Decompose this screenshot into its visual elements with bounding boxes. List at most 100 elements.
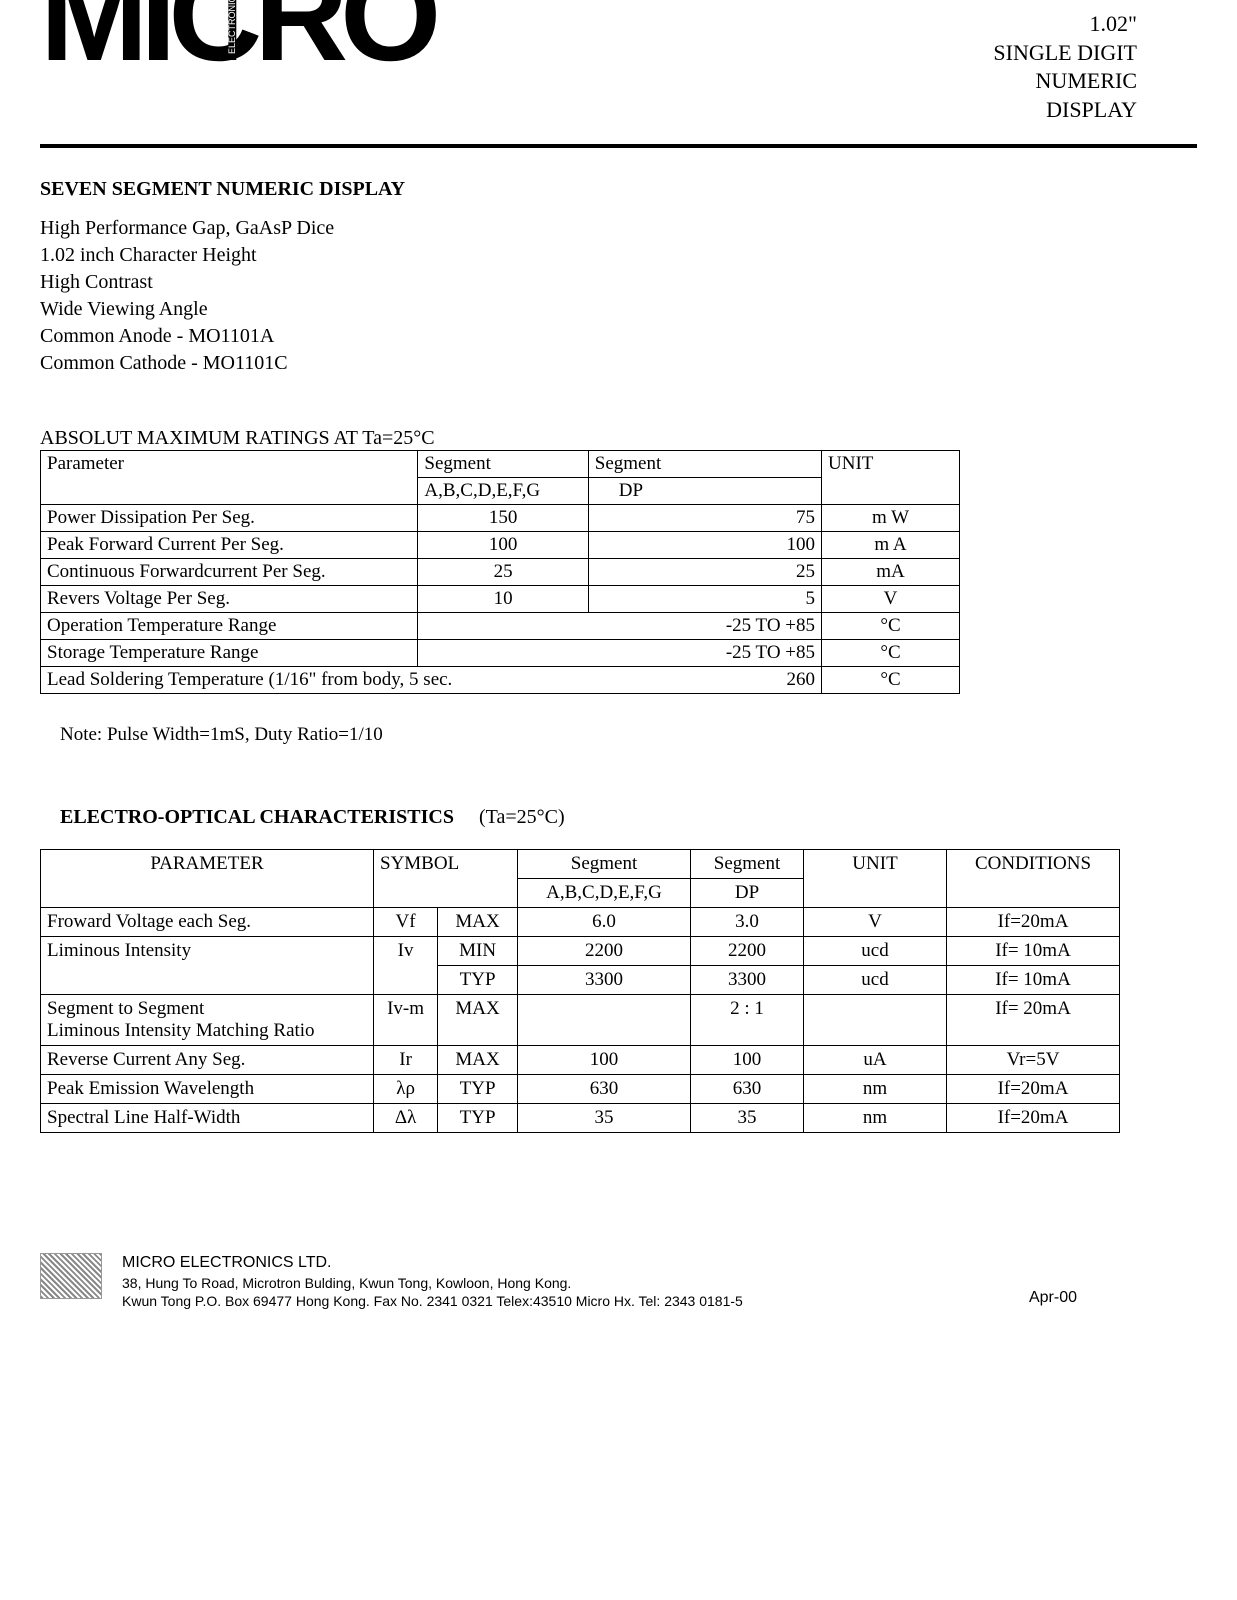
footer-text: MICRO ELECTRONICS LTD. 38, Hung To Road,… [122, 1253, 743, 1310]
cell: °C [822, 640, 960, 667]
cell: Δλ [374, 1104, 438, 1133]
table-row: Storage Temperature Range -25 TO +85 °C [41, 640, 960, 667]
table-row: Froward Voltage each Seg. Vf MAX 6.0 3.0… [41, 908, 1120, 937]
cell: Ir [374, 1046, 438, 1075]
feature-line: 1.02 inch Character Height [40, 242, 1197, 269]
footer-logo-icon [40, 1253, 102, 1299]
footer-date: Apr-00 [1029, 1289, 1077, 1307]
table-row: Peak Forward Current Per Seg. 100 100 m … [41, 532, 960, 559]
col-symbol: SYMBOL [374, 850, 518, 908]
cell: 6.0 [518, 908, 691, 937]
cell: 10 [418, 586, 588, 613]
header-line: 1.02" [993, 10, 1137, 39]
cell: 260 [588, 667, 821, 694]
features-list: High Performance Gap, GaAsP Dice 1.02 in… [40, 215, 1197, 377]
feature-line: Common Anode - MO1101A [40, 323, 1197, 350]
cell: 3300 [691, 966, 804, 995]
cell: 2200 [518, 937, 691, 966]
cell: Peak Emission Wavelength [41, 1075, 374, 1104]
cell: λρ [374, 1075, 438, 1104]
cell: °C [822, 667, 960, 694]
feature-line: Common Cathode - MO1101C [40, 350, 1197, 377]
cell: 630 [691, 1075, 804, 1104]
cell: Vf [374, 908, 438, 937]
cell: ucd [804, 966, 947, 995]
cell: If=20mA [947, 1075, 1120, 1104]
cell: Peak Forward Current Per Seg. [41, 532, 418, 559]
table-row: Reverse Current Any Seg. Ir MAX 100 100 … [41, 1046, 1120, 1075]
header-line: NUMERIC [993, 67, 1137, 96]
cell: If= 20mA [947, 995, 1120, 1046]
col-dp: Segment [588, 451, 821, 478]
datasheet-page: MICRO ELECTRONIC 1.02" SINGLE DIGIT NUME… [0, 0, 1237, 1351]
cell: V [804, 908, 947, 937]
cell: Operation Temperature Range [41, 613, 418, 640]
col-unit: UNIT [804, 850, 947, 908]
header-line: DISPLAY [993, 96, 1137, 125]
cell: Revers Voltage Per Seg. [41, 586, 418, 613]
cell: Froward Voltage each Seg. [41, 908, 374, 937]
cell: Vr=5V [947, 1046, 1120, 1075]
cell: Iv-m [374, 995, 438, 1046]
cell: If= 10mA [947, 966, 1120, 995]
cell: TYP [438, 1075, 518, 1104]
feature-line: High Performance Gap, GaAsP Dice [40, 215, 1197, 242]
cell: 630 [518, 1075, 691, 1104]
col-dp: Segment [691, 850, 804, 879]
cell: Liminous Intensity [41, 937, 374, 995]
feature-line: High Contrast [40, 269, 1197, 296]
col-seg: Segment [518, 850, 691, 879]
cell: 100 [588, 532, 821, 559]
cell: 5 [588, 586, 821, 613]
cell: Power Dissipation Per Seg. [41, 505, 418, 532]
cell: 2 : 1 [691, 995, 804, 1046]
eo-table: PARAMETER SYMBOL Segment Segment UNIT CO… [40, 849, 1120, 1133]
ratings-note: Note: Pulse Width=1mS, Duty Ratio=1/10 [60, 724, 1197, 746]
cell: 100 [418, 532, 588, 559]
table-row: Revers Voltage Per Seg. 10 5 V [41, 586, 960, 613]
cell: If=20mA [947, 1104, 1120, 1133]
footer: MICRO ELECTRONICS LTD. 38, Hung To Road,… [40, 1253, 1197, 1310]
cell: Reverse Current Any Seg. [41, 1046, 374, 1075]
cell: TYP [438, 1104, 518, 1133]
ratings-table: Parameter Segment Segment UNIT A,B,C,D,E… [40, 450, 960, 694]
cell: MAX [438, 995, 518, 1046]
cell: nm [804, 1104, 947, 1133]
col-param: PARAMETER [41, 850, 374, 908]
eo-title-text: ELECTRO-OPTICAL CHARACTERISTICS [60, 806, 454, 828]
table-row: Power Dissipation Per Seg. 150 75 m W [41, 505, 960, 532]
table-row: Liminous Intensity Iv MIN 2200 2200 ucd … [41, 937, 1120, 966]
table-row: Operation Temperature Range -25 TO +85 °… [41, 613, 960, 640]
cell: 100 [691, 1046, 804, 1075]
cell: m A [822, 532, 960, 559]
cell: Iv [374, 937, 438, 995]
col-dp-sub: DP [691, 879, 804, 908]
header: MICRO ELECTRONIC 1.02" SINGLE DIGIT NUME… [40, 0, 1197, 124]
eo-title-cond: (Ta=25°C) [479, 806, 565, 828]
cell: Spectral Line Half-Width [41, 1104, 374, 1133]
col-param: Parameter [41, 451, 418, 505]
cell: °C [822, 613, 960, 640]
cell: -25 TO +85 [418, 640, 822, 667]
table-row: Spectral Line Half-Width Δλ TYP 35 35 nm… [41, 1104, 1120, 1133]
cell: 25 [418, 559, 588, 586]
col-seg: Segment [418, 451, 588, 478]
col-seg-sub: A,B,C,D,E,F,G [518, 879, 691, 908]
ratings-title: ABSOLUT MAXIMUM RATINGS AT Ta=25°C [40, 427, 1197, 450]
cell: 150 [418, 505, 588, 532]
cell: Segment to Segment Liminous Intensity Ma… [41, 995, 374, 1046]
section-title: SEVEN SEGMENT NUMERIC DISPLAY [40, 178, 1197, 201]
footer-company: MICRO ELECTRONICS LTD. [122, 1253, 743, 1274]
cell: TYP [438, 966, 518, 995]
cell: 25 [588, 559, 821, 586]
cell: MIN [438, 937, 518, 966]
divider [40, 144, 1197, 148]
cell: uA [804, 1046, 947, 1075]
header-right: 1.02" SINGLE DIGIT NUMERIC DISPLAY [993, 10, 1137, 124]
footer-addr: 38, Hung To Road, Microtron Bulding, Kwu… [122, 1274, 743, 1292]
cell: MAX [438, 908, 518, 937]
cell: Continuous Forwardcurrent Per Seg. [41, 559, 418, 586]
cell: nm [804, 1075, 947, 1104]
cell: 3300 [518, 966, 691, 995]
cell: m W [822, 505, 960, 532]
